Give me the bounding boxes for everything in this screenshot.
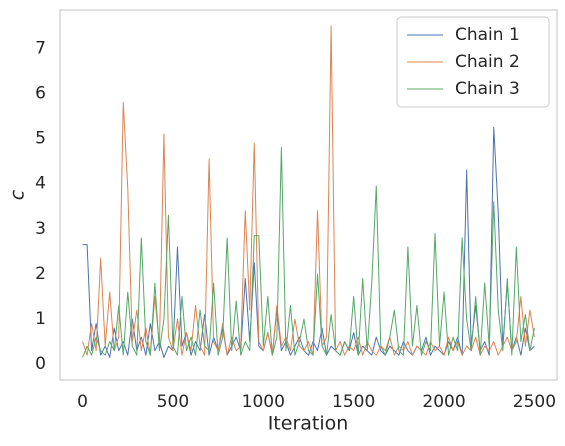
- legend-label: Chain 2: [455, 52, 520, 72]
- x-tick-label: 500: [157, 392, 189, 412]
- y-tick-label: 0: [35, 354, 46, 374]
- x-tick-label: 1500: [332, 392, 375, 412]
- legend-label: Chain 1: [455, 25, 520, 45]
- x-tick-label: 2500: [513, 392, 556, 412]
- series-line: [82, 126, 535, 358]
- y-tick-label: 4: [35, 174, 46, 194]
- y-tick-label: 2: [35, 264, 46, 284]
- x-tick-label: 2000: [422, 392, 465, 412]
- y-tick-label: 3: [35, 219, 46, 239]
- x-tick-label: 1000: [242, 392, 285, 412]
- y-tick-label: 6: [35, 83, 46, 103]
- y-axis-label: c: [7, 189, 29, 200]
- legend-label: Chain 3: [455, 79, 520, 99]
- x-tick-label: 0: [77, 392, 88, 412]
- y-tick-label: 7: [35, 38, 46, 58]
- series-line: [82, 147, 535, 358]
- x-axis-label: Iteration: [268, 413, 349, 435]
- y-tick-label: 5: [35, 129, 46, 149]
- y-tick-label: 1: [35, 309, 46, 329]
- plot-frame: [59, 9, 558, 381]
- legend-box: [396, 16, 550, 108]
